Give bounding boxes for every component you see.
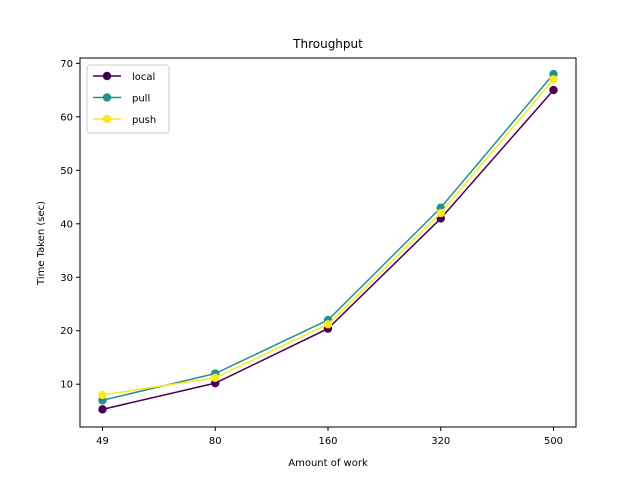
- chart-title: Throughput: [292, 37, 363, 51]
- legend-label-pull: pull: [132, 94, 150, 105]
- data-point-local: [549, 85, 558, 95]
- data-point-local: [98, 405, 107, 414]
- y-tick-label: 70: [60, 59, 73, 70]
- y-tick-label: 10: [60, 380, 73, 391]
- y-tick-label: 30: [60, 273, 73, 284]
- series-push: [98, 75, 558, 400]
- plot-frame: [79, 57, 577, 428]
- x-tick-label: 49: [96, 436, 109, 447]
- x-tick-label: 160: [318, 436, 337, 447]
- data-point-push: [323, 320, 333, 329]
- legend-label-local: local: [132, 72, 155, 83]
- legend-marker-pull: [102, 93, 112, 102]
- data-point-push: [549, 75, 558, 84]
- legend-label-push: push: [132, 115, 156, 126]
- y-tick-label: 60: [60, 112, 73, 123]
- legend: local pull push: [86, 64, 170, 134]
- x-tick-label: 80: [209, 436, 222, 447]
- y-tick-label: 20: [60, 326, 73, 337]
- y-axis-label: Time Taken (sec): [36, 201, 47, 286]
- y-tick-label: 40: [60, 219, 73, 230]
- series-local: [98, 85, 558, 414]
- y-tick-label: 50: [60, 166, 73, 177]
- data-point-push: [98, 390, 107, 400]
- series-layer: [98, 69, 558, 414]
- legend-marker-local: [102, 71, 112, 81]
- x-tick-label: 320: [431, 436, 450, 447]
- data-point-push: [436, 208, 445, 218]
- x-tick-label: 500: [544, 436, 563, 447]
- legend-box: [86, 64, 170, 134]
- data-point-push: [211, 373, 220, 382]
- x-axis-label: Amount of work: [288, 458, 368, 469]
- x-axis-ticks: 49 80 160 320 500: [96, 427, 563, 447]
- legend-marker-push: [102, 114, 112, 124]
- y-axis-ticks: 10 20 30 40 50 60 70: [60, 59, 80, 391]
